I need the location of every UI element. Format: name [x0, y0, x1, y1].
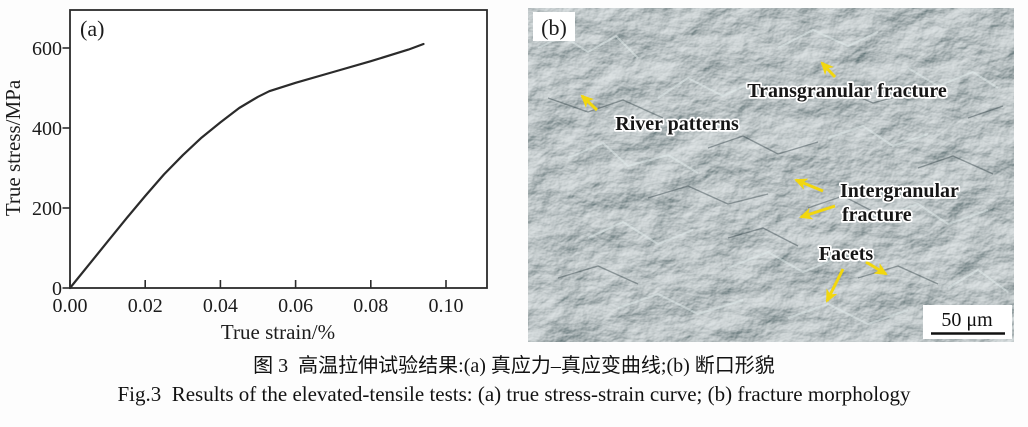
- arrow-facets-right: [865, 260, 888, 276]
- x-axis-label: True strain/%: [221, 320, 335, 344]
- label-intergranular: Intergranular: [840, 180, 959, 202]
- x-tick-0.08: 0.08: [353, 295, 388, 317]
- x-tick-0.10: 0.10: [429, 295, 464, 317]
- sem-fractograph: (b) Transgranular fracture River pattern…: [528, 8, 1014, 342]
- label-facets: Facets: [819, 243, 874, 265]
- caption-english: Fig.3 Results of the elevated-tensile te…: [117, 382, 911, 406]
- label-transgranular-fracture: Transgranular fracture: [747, 80, 947, 102]
- stress-strain-plot: 0.00 0.02 0.04 0.06 0.08 0.10 0 200 400 …: [1, 9, 488, 344]
- panel-b-label: (b): [541, 15, 567, 40]
- arrow-transgranular: [820, 61, 837, 79]
- scale-bar: 50 μm: [923, 305, 1012, 339]
- panel-b-label-box: [533, 12, 575, 41]
- x-tick-0.00: 0.00: [53, 295, 88, 317]
- arrow-intergranular-upper: [794, 178, 824, 193]
- y-axis-label: True stress/MPa: [1, 79, 25, 216]
- x-tick-0.02: 0.02: [128, 295, 163, 317]
- scale-bar-text: 50 μm: [941, 309, 993, 331]
- annotation-arrows: [580, 61, 888, 303]
- x-tick-marks: [69, 280, 447, 288]
- arrow-river-patterns: [580, 94, 599, 112]
- label-river-patterns: River patterns: [615, 113, 739, 135]
- panel-a-label: (a): [80, 16, 104, 41]
- sem-ridge-lines: [537, 28, 1009, 326]
- y-tick-200: 200: [32, 198, 62, 220]
- arrow-intergranular-lower: [799, 204, 836, 220]
- y-tick-marks: [62, 47, 70, 289]
- x-tick-0.04: 0.04: [203, 295, 238, 317]
- arrow-facets-down: [825, 268, 845, 303]
- label-intergranular-fracture: fracture: [842, 204, 912, 226]
- stress-strain-curve: [68, 42, 425, 290]
- y-tick-400: 400: [32, 118, 62, 140]
- caption-chinese: 图 3 高温拉伸试验结果:(a) 真应力–真应变曲线;(b) 断口形貌: [253, 355, 775, 377]
- figure-caption: 图 3 高温拉伸试验结果:(a) 真应力–真应变曲线;(b) 断口形貌 Fig.…: [0, 353, 1028, 407]
- sem-image-texture: [528, 8, 1014, 342]
- plot-frame: [69, 9, 488, 289]
- x-tick-0.06: 0.06: [278, 295, 313, 317]
- y-tick-0: 0: [52, 278, 62, 300]
- y-tick-600: 600: [32, 38, 62, 60]
